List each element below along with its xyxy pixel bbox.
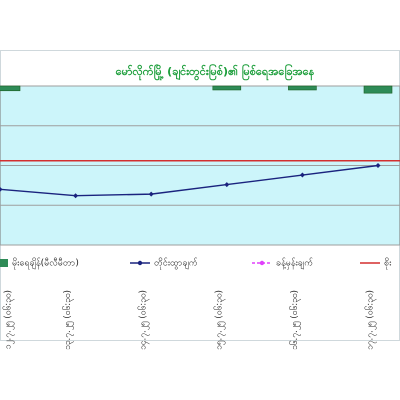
legend-label: မိုးရေချိန်(မီလီမီတာ)	[12, 258, 79, 270]
rain-bar	[0, 85, 21, 92]
legend-label: စိုး	[384, 258, 392, 270]
x-tick-label: ၁၆.၇.၂၅ (၀၆:၃၀)	[289, 290, 301, 350]
line-point	[0, 186, 3, 192]
legend-swatch	[0, 259, 8, 267]
x-tick-label: ၁၅.၇.၂၅ (၀၆:၃၀)	[213, 290, 225, 350]
line-point	[73, 193, 79, 199]
line-point	[299, 172, 305, 178]
x-tick-label: ၁၂.၇.၂၅ (၀၆:၃၀)	[3, 290, 15, 349]
line-point	[375, 163, 381, 168]
rain-bar	[363, 85, 393, 94]
line-point	[148, 191, 154, 197]
x-tick-label: ၁၇.၇.၂၅ (၀၆:၃၀)	[365, 290, 377, 350]
legend-marker	[137, 260, 143, 266]
legend-label: တိုင်းထွာချက်	[154, 258, 198, 270]
rain-bar	[212, 85, 242, 91]
x-tick-label: ၁၄.၇.၂၅ (၀၆:၃၀)	[138, 290, 150, 350]
legend-marker	[259, 260, 265, 266]
chart-title: မော်လိုက်မြို့ (ချင်းတွင်းမြစ်)၏ မြစ်ရေအ…	[116, 63, 315, 81]
x-tick-label: ၁၃.၇.၂၅ (၀၆:၃၀)	[62, 290, 74, 350]
line-point	[224, 182, 230, 188]
rain-bar	[288, 85, 317, 91]
line-series	[0, 164, 379, 197]
legend-label: ခန့်မှန်းချက်	[276, 258, 314, 270]
